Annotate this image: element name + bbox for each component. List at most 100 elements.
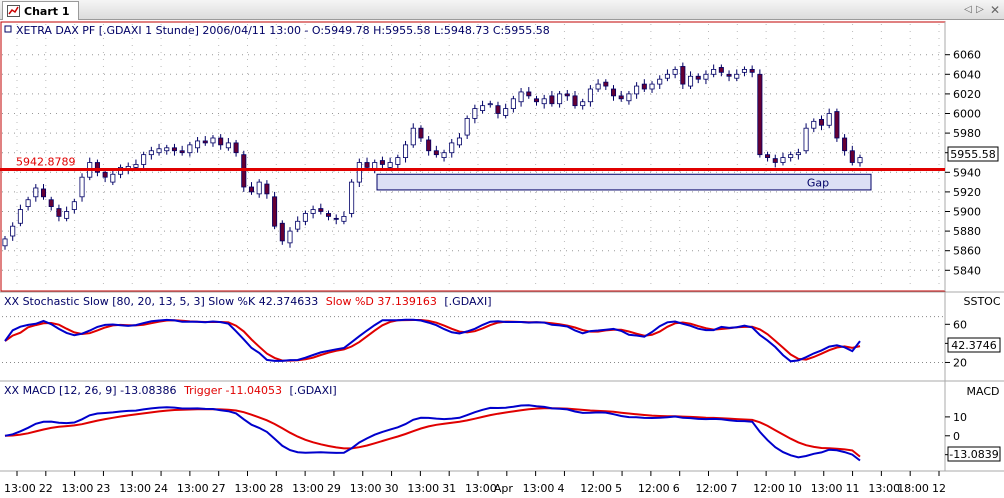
candle	[641, 79, 647, 92]
candle-up	[518, 91, 524, 103]
candle	[610, 85, 617, 101]
candle	[156, 143, 162, 156]
macd-y-tick-label: 0	[953, 430, 960, 443]
candle	[241, 150, 247, 192]
tab-chart-1[interactable]: Chart 1	[2, 1, 79, 20]
candle-down	[641, 83, 647, 90]
candle	[295, 216, 301, 233]
candle-up	[634, 85, 640, 95]
stoch-title-k: XX Stochastic Slow [80, 20, 13, 5, 3] Sl…	[4, 295, 318, 308]
macd-panel-title: XX MACD [12, 26, 9] -13.08386 Trigger -1…	[4, 384, 337, 397]
candle-up	[480, 105, 486, 111]
candle-up	[164, 147, 170, 152]
candle-down	[379, 160, 385, 165]
candle-down	[264, 183, 270, 195]
stoch-y-tick-label: 60	[953, 318, 967, 331]
candle	[626, 90, 632, 105]
price-y-tick-label: 5920	[953, 186, 981, 199]
stochastic-lines	[2, 316, 944, 363]
x-tick-label: 24	[154, 482, 168, 495]
candle-up	[302, 213, 308, 222]
price-y-tick-label: 5860	[953, 245, 981, 258]
candle	[248, 182, 255, 195]
candle-down	[418, 127, 424, 139]
candle-up	[295, 220, 301, 230]
x-tick-label: 23	[96, 482, 110, 495]
panel-handle-icon[interactable]	[4, 25, 12, 33]
candle-down	[849, 150, 855, 163]
candle-down	[318, 208, 324, 212]
candle-down	[325, 213, 332, 217]
macd-title-trigger: Trigger -11.04053	[183, 384, 282, 397]
candle	[541, 94, 547, 109]
candle	[218, 134, 224, 150]
candles	[2, 62, 863, 250]
candle	[834, 108, 840, 142]
price-title: XETRA DAX PF [.GDAXI 1 Stunde] 2006/04/1…	[16, 24, 550, 37]
macd-line	[4, 404, 861, 462]
macd-title: XX MACD [12, 26, 9] -13.08386 Trigger -1…	[4, 384, 337, 397]
candle	[811, 118, 817, 133]
candle-up	[148, 150, 154, 156]
x-tick-label: 13:00	[119, 482, 151, 495]
candle	[17, 204, 23, 227]
candle-up	[472, 108, 478, 119]
candle-up	[711, 69, 717, 75]
window-titlebar: Chart 1 ◁ ▷ ✕	[0, 0, 1004, 20]
candle	[857, 154, 863, 167]
gap-rect	[376, 173, 872, 191]
x-tick-label: 12:00	[638, 482, 670, 495]
x-tick-label: 12	[932, 482, 946, 495]
candle	[672, 66, 678, 79]
candle	[595, 79, 601, 92]
candle-down	[695, 75, 701, 80]
candle-up	[210, 137, 216, 144]
scroll-left-icon[interactable]: ◁	[964, 4, 972, 15]
candle	[695, 73, 701, 84]
candle	[564, 89, 570, 101]
candle	[56, 204, 62, 222]
candle-down	[171, 147, 177, 152]
candle-up	[503, 108, 509, 116]
candle-up	[341, 215, 347, 222]
price-y-axis: 6060604060206000598059605940592059005880…	[945, 49, 981, 277]
candle-up	[387, 162, 393, 168]
stoch-last-value: 42.3746	[951, 339, 997, 352]
candle	[164, 144, 170, 155]
scroll-right-icon[interactable]: ▷	[976, 4, 984, 15]
candle	[287, 227, 293, 248]
candle	[480, 100, 486, 114]
candle	[171, 143, 177, 156]
tab-title: Chart 1	[24, 4, 70, 18]
candle	[603, 79, 609, 90]
candle	[780, 152, 786, 166]
stoch-name-label: SSTOC	[963, 295, 1000, 308]
x-tick-label: 13:00	[407, 482, 439, 495]
candle-up	[395, 157, 401, 165]
candle-up	[64, 211, 70, 219]
close-icon[interactable]: ✕	[989, 3, 1001, 17]
macd-y-tick-label: 10	[953, 411, 967, 424]
candle-up	[811, 120, 817, 129]
candle	[48, 196, 54, 211]
candle	[264, 180, 270, 199]
chart-icon	[7, 5, 20, 17]
candle	[110, 169, 116, 186]
candle	[688, 71, 694, 89]
x-tick-label: 11	[846, 482, 860, 495]
candle-up	[788, 154, 794, 159]
x-tick-label: 13:00	[235, 482, 267, 495]
horizontal-line[interactable]: 5942.8789	[0, 155, 945, 171]
candle	[418, 125, 424, 142]
candle-up	[803, 127, 809, 152]
candle-up	[595, 83, 601, 90]
candle-up	[33, 187, 39, 198]
candle	[210, 135, 216, 147]
price-y-tick-label: 6060	[953, 49, 981, 62]
candle	[533, 95, 540, 106]
candle	[279, 220, 285, 245]
candle-up	[734, 73, 740, 79]
candle-down	[618, 95, 624, 100]
candle-up	[464, 118, 470, 136]
